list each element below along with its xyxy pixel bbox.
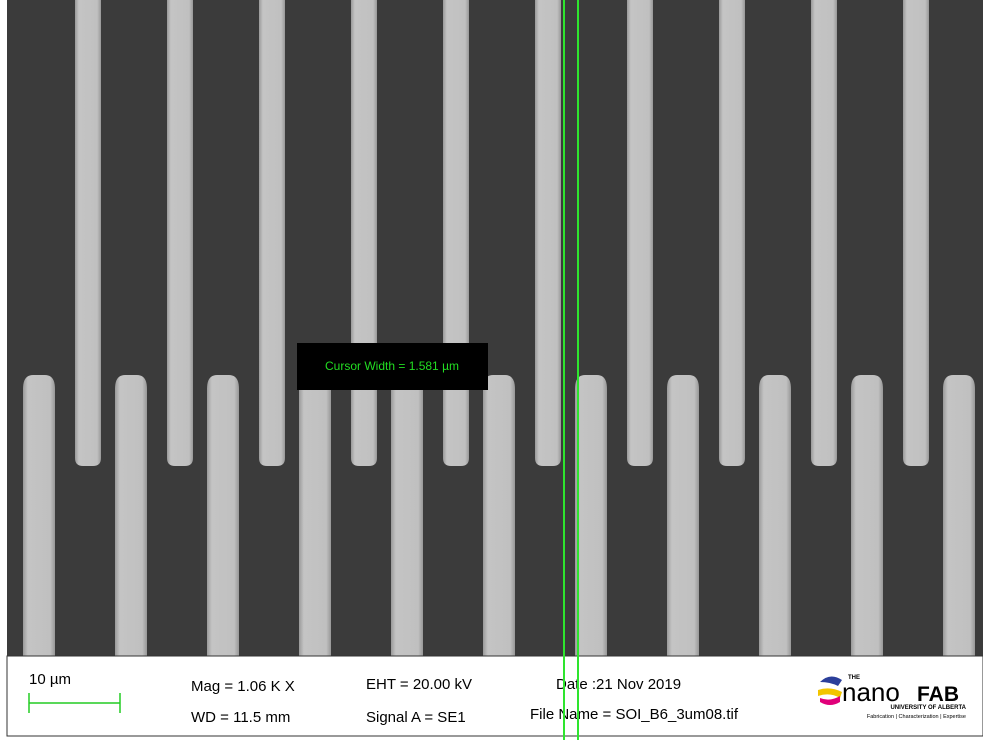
finger (259, 0, 285, 466)
finger (115, 375, 147, 656)
sem-image: Cursor Width = 1.581 µm 10 µm Mag = 1.06… (0, 0, 983, 740)
eht: EHT = 20.00 kV (366, 676, 472, 693)
finger (903, 0, 929, 466)
finger (351, 0, 377, 466)
mag: Mag = 1.06 K X (191, 678, 295, 695)
logo-university: UNIVERSITY OF ALBERTA (890, 705, 966, 711)
finger (23, 375, 55, 656)
finger (943, 375, 975, 656)
finger (207, 375, 239, 656)
finger (299, 375, 331, 656)
date: Date :21 Nov 2019 (556, 676, 681, 693)
finger (443, 0, 469, 466)
cursor-label: Cursor Width = 1.581 µm (325, 359, 459, 373)
scale-text: 10 µm (29, 671, 71, 688)
finger (759, 375, 791, 656)
finger (667, 375, 699, 656)
logo-fab: FAB (917, 683, 959, 706)
finger (811, 0, 837, 466)
finger (167, 0, 193, 466)
signal: Signal A = SE1 (366, 709, 466, 726)
wd: WD = 11.5 mm (191, 709, 290, 726)
finger (391, 375, 423, 656)
finger (719, 0, 745, 466)
logo-nano: nano (842, 677, 900, 707)
page: Cursor Width = 1.581 µm 10 µm Mag = 1.06… (0, 0, 983, 740)
finger (535, 0, 561, 466)
file-name: File Name = SOI_B6_3um08.tif (530, 706, 739, 723)
finger (575, 375, 607, 656)
finger (627, 0, 653, 466)
logo-tagline: Fabrication | Characterization | Experti… (867, 714, 966, 720)
finger (851, 375, 883, 656)
finger (483, 375, 515, 656)
finger (75, 0, 101, 466)
